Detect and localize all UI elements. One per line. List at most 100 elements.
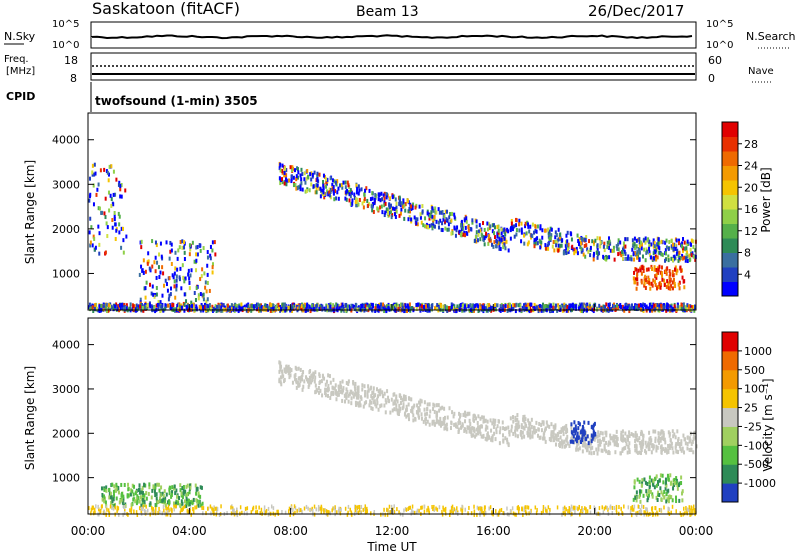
echo-cell [395, 394, 398, 399]
echo-cell [316, 173, 319, 178]
echo-cell [319, 186, 322, 191]
echo-cell [557, 303, 560, 308]
echo-cell [579, 439, 582, 444]
echo-cell [615, 438, 618, 443]
echo-cell [633, 270, 636, 275]
echo-cell [130, 509, 133, 514]
echo-cell [177, 307, 180, 312]
echo-cell [322, 183, 325, 188]
echo-cell [590, 425, 593, 430]
echo-cell [141, 485, 144, 490]
echo-cell [615, 510, 618, 515]
echo-cell [107, 178, 110, 183]
echo-cell [638, 250, 641, 255]
echo-cell [613, 442, 616, 447]
echo-cell [581, 506, 583, 511]
echo-cell [694, 257, 697, 262]
echo-cell [266, 305, 269, 310]
echo-cell [294, 510, 296, 515]
echo-cell [431, 214, 434, 219]
echo-cell [636, 510, 639, 515]
echo-cell [295, 186, 298, 191]
echo-cell [328, 374, 331, 379]
echo-cell [675, 499, 678, 504]
echo-cell [100, 504, 103, 509]
echo-cell [357, 184, 360, 189]
echo-cell [327, 393, 330, 398]
echo-cell [417, 413, 420, 418]
echo-cell [332, 377, 335, 382]
echo-cell [246, 511, 248, 516]
echo-cell [567, 242, 570, 247]
echo-cell [583, 305, 586, 310]
echo-cell [183, 504, 186, 509]
echo-cell [328, 190, 331, 195]
echo-cell [480, 305, 483, 310]
echo-cell [98, 308, 101, 313]
echo-cell [644, 258, 647, 263]
echo-cell [140, 239, 143, 244]
echo-cell [409, 505, 412, 510]
echo-cell [660, 448, 663, 453]
echo-cell [279, 181, 282, 186]
echo-cell [152, 511, 154, 516]
echo-cell [462, 223, 465, 228]
echo-cell [181, 486, 184, 491]
echo-cell [323, 508, 325, 513]
echo-cell [384, 305, 387, 310]
echo-cell [349, 390, 352, 395]
echo-cell [392, 305, 395, 310]
echo-cell [395, 205, 398, 210]
echo-cell [573, 247, 576, 252]
echo-cell [693, 304, 696, 309]
echo-cell [90, 511, 92, 516]
echo-cell [680, 439, 683, 444]
echo-cell [160, 493, 163, 498]
echo-cell [495, 509, 497, 514]
echo-cell [152, 484, 155, 489]
echo-cell [656, 305, 659, 310]
echo-cell [501, 420, 504, 425]
echo-cell [205, 511, 207, 516]
echo-cell [364, 188, 367, 193]
echo-cell [325, 387, 328, 392]
echo-cell [93, 172, 96, 177]
echo-cell [136, 494, 139, 499]
echo-cell [451, 509, 453, 514]
echo-cell [596, 236, 599, 241]
echo-cell [515, 217, 518, 222]
echo-cell [405, 407, 408, 412]
echo-cell [477, 229, 480, 234]
echo-cell [652, 238, 655, 243]
echo-cell [363, 401, 366, 406]
echo-cell [497, 228, 500, 233]
echo-cell [652, 482, 655, 487]
echo-cell [420, 220, 423, 225]
echo-cell [666, 303, 669, 308]
echo-cell [445, 209, 448, 214]
echo-cell [184, 489, 187, 494]
echo-cell [632, 507, 635, 512]
echo-cell [300, 167, 303, 172]
echo-cell [577, 421, 580, 426]
echo-cell [324, 387, 327, 392]
echo-cell [667, 430, 670, 435]
echo-cell [111, 482, 114, 487]
echo-cell [376, 397, 379, 402]
echo-cell [115, 487, 118, 492]
echo-cell [246, 304, 249, 309]
echo-cell [125, 234, 128, 239]
echo-cell [358, 510, 360, 515]
echo-cell [581, 302, 584, 307]
echo-cell [677, 253, 680, 258]
echo-cell [187, 498, 190, 503]
echo-cell [405, 404, 408, 409]
echo-cell [283, 181, 286, 186]
echo-cell [671, 242, 674, 247]
echo-cell [598, 303, 601, 308]
echo-cell [426, 419, 429, 424]
echo-cell [551, 244, 554, 249]
echo-cell [539, 224, 542, 229]
echo-cell [652, 444, 655, 449]
echo-cell [91, 172, 94, 177]
